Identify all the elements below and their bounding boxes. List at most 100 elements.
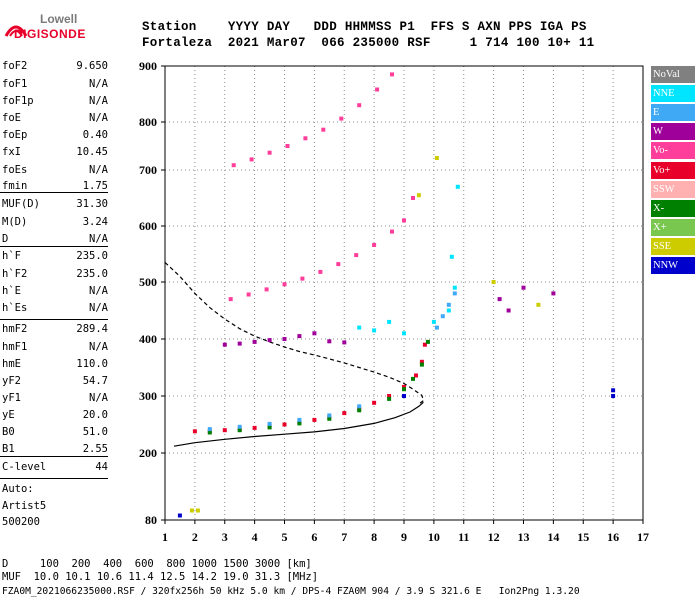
x-tick-label: 10	[428, 530, 440, 544]
echo-point-sse	[536, 302, 541, 307]
echo-point-vo-	[414, 373, 418, 378]
y-tick-label: 900	[139, 59, 157, 73]
y-tick-label: 500	[139, 275, 157, 289]
x-tick-label: 9	[401, 530, 407, 544]
param-label: B1	[2, 443, 15, 455]
autoscaling-label: Auto:	[2, 483, 34, 495]
param-separator	[0, 319, 108, 320]
echo-point-nnw	[611, 394, 616, 398]
autoscaling-program: Artist5	[2, 500, 47, 512]
echo-point-nnw	[611, 388, 616, 393]
legend-item-x-: X+	[651, 218, 695, 236]
param-value: 10.45	[76, 146, 108, 158]
param-label: B0	[2, 426, 15, 438]
param-row-ye: yE 20.0	[2, 409, 108, 423]
echo-point-vo-	[372, 400, 377, 405]
echo-point-e	[237, 424, 242, 429]
param-value: N/A	[89, 233, 108, 245]
echo-point-vo-	[321, 127, 326, 132]
header-line2: Fortaleza 2021 Mar07 066 235000 RSF 1 71…	[142, 36, 595, 50]
param-row-fmin: fmin 1.75	[2, 180, 108, 194]
echo-point-vo-	[303, 136, 308, 141]
x-tick-label: 8	[371, 530, 377, 544]
param-value: 20.0	[82, 409, 108, 421]
x-tick-label: 16	[607, 530, 619, 544]
param-row-fxi: fxI 10.45	[2, 146, 108, 160]
param-label: foEs	[2, 164, 28, 176]
echo-point-vo-	[402, 384, 406, 389]
echo-point-w	[267, 338, 272, 343]
param-value: 235.0	[76, 268, 108, 280]
param-value: 235.0	[76, 250, 108, 262]
x-tick-label: 7	[341, 530, 347, 544]
echo-point-nne	[452, 285, 457, 290]
echo-point-x-	[357, 408, 362, 413]
echo-point-e	[327, 413, 332, 418]
echo-point-vo-	[264, 287, 269, 292]
echo-point-vo-	[300, 276, 305, 281]
legend-item-noval: NoVal	[651, 66, 695, 83]
echo-point-w	[312, 331, 317, 336]
echo-point-vo-	[231, 163, 236, 168]
param-separator	[0, 192, 108, 193]
autoscaling-version: 500200	[2, 516, 40, 528]
param-row-h-f2: h`F2 235.0	[2, 268, 108, 282]
y-tick-label: 700	[139, 163, 157, 177]
x-tick-label: 6	[311, 530, 317, 544]
x-tick-label: 5	[282, 530, 288, 544]
param-label: foF1p	[2, 95, 34, 107]
param-label: hmE	[2, 358, 21, 370]
echo-point-nnw	[177, 513, 182, 518]
echo-point-x-	[207, 430, 212, 435]
param-value: 289.4	[76, 323, 108, 335]
logo-arc-icon	[4, 25, 28, 37]
param-value: N/A	[89, 95, 108, 107]
param-label: fxI	[2, 146, 21, 158]
echo-point-x-	[402, 387, 406, 392]
echo-point-vo-	[282, 422, 287, 427]
param-row-yf1: yF1 N/A	[2, 392, 108, 406]
param-separator	[0, 478, 108, 479]
echo-point-x-	[387, 396, 392, 401]
echo-point-vo-	[387, 394, 392, 398]
param-label: M(D)	[2, 216, 28, 228]
echo-point-sse	[416, 193, 421, 198]
param-value: 0.40	[82, 129, 108, 141]
x-tick-label: 11	[458, 530, 469, 544]
param-row-fof1p: foF1p N/A	[2, 95, 108, 109]
param-label: h`E	[2, 285, 21, 297]
param-value: 31.30	[76, 198, 108, 210]
param-row-foe: foE N/A	[2, 112, 108, 126]
echo-point-e	[267, 421, 272, 426]
echo-point-w	[297, 334, 302, 339]
echo-point-vo-	[375, 87, 380, 92]
echo-point-e	[207, 427, 212, 432]
x-tick-label: 1	[162, 530, 168, 544]
echo-point-nne	[449, 254, 454, 259]
param-value: 51.0	[82, 426, 108, 438]
y-tick-label: 80	[145, 513, 157, 527]
param-row-yf2: yF2 54.7	[2, 375, 108, 389]
echo-point-sse	[189, 508, 194, 513]
param-row-muf-d-: MUF(D) 31.30	[2, 198, 108, 212]
echo-point-w	[237, 341, 242, 346]
lowell-digisonde-logo: Lowell DIGISONDE	[4, 8, 85, 42]
legend-item-nnw: NNW	[651, 257, 695, 274]
param-label: fmin	[2, 180, 28, 192]
echo-point-vo-	[402, 218, 406, 223]
echo-point-e	[297, 417, 302, 422]
footer-file-info: FZA0M_2021066235000.RSF / 320fx256h 50 k…	[2, 586, 580, 597]
param-label: yE	[2, 409, 15, 421]
param-label: foF2	[2, 60, 28, 72]
echo-point-nne	[357, 325, 362, 330]
legend-item-e: E	[651, 104, 695, 122]
param-row-foep: foEp 0.40	[2, 129, 108, 143]
param-row-h-es: h`Es N/A	[2, 302, 108, 316]
echo-point-nne	[387, 319, 392, 324]
echo-point-e	[440, 314, 445, 319]
y-tick-label: 400	[139, 332, 157, 346]
echo-point-vo-	[336, 262, 341, 267]
echo-point-e	[446, 302, 451, 307]
footer-muf-row: MUF 10.0 10.1 10.6 11.4 12.5 14.2 19.0 3…	[2, 571, 319, 583]
param-label: h`F	[2, 250, 21, 262]
